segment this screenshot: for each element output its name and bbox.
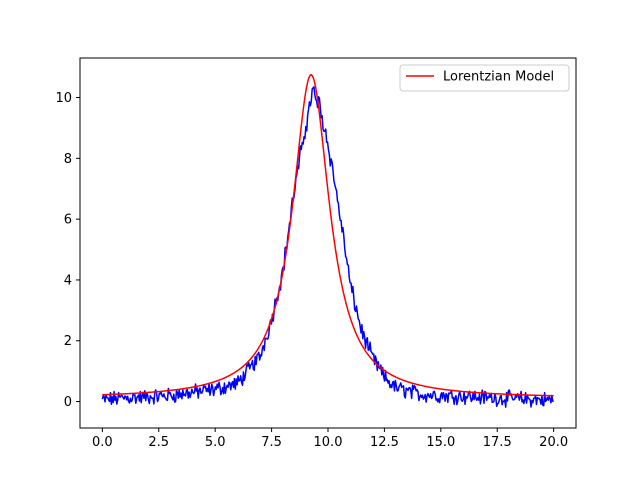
x-tick-label: 20.0 (539, 435, 568, 450)
y-tick-label: 0 (64, 395, 72, 410)
x-tick-label: 10.0 (314, 435, 343, 450)
plot-frame (79, 57, 577, 429)
x-tick-label: 2.5 (148, 435, 169, 450)
y-tick-label: 2 (64, 334, 72, 349)
y-tick-label: 10 (55, 91, 72, 106)
series-observed-data-line (101, 86, 555, 408)
x-tick-label: 17.5 (483, 435, 512, 450)
series-layer (101, 73, 555, 408)
y-tick-label: 6 (64, 213, 72, 228)
legend-box (399, 64, 570, 92)
plot-area (79, 57, 577, 429)
x-tick-label: 7.5 (261, 435, 282, 450)
x-tick-label: 5.0 (205, 435, 226, 450)
y-axis-ticks: 0 2 4 6 8 10 (55, 91, 80, 410)
y-tick-label: 4 (64, 273, 72, 288)
y-tick-label: 8 (64, 152, 72, 167)
x-tick-label: 0.0 (92, 435, 113, 450)
series-lorentzian-model-line (102, 73, 554, 397)
x-tick-label: 12.5 (370, 435, 399, 450)
legend: Lorentzian Model (399, 64, 570, 92)
legend-label-lorentzian-model: Lorentzian Model (443, 70, 554, 85)
x-axis-ticks: 0.0 2.5 5.0 7.5 10.0 12.5 15.0 17.5 20.0 (92, 428, 568, 450)
x-tick-label: 15.0 (426, 435, 455, 450)
